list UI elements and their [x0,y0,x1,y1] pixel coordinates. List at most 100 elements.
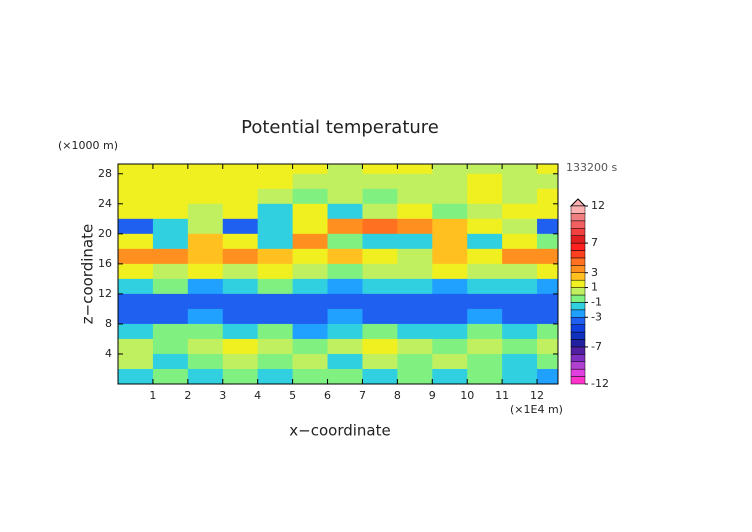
cell [362,368,398,384]
cell [362,188,398,205]
cell [327,368,363,384]
cell [222,293,259,310]
cell [432,248,468,265]
cell [362,164,398,175]
x-tick-label: 12 [530,389,544,402]
cell [397,233,433,250]
cell [118,173,154,190]
cell [292,323,329,340]
cell [292,308,329,325]
cell [187,188,224,205]
cell [222,173,259,190]
cell [152,218,189,235]
cell [467,338,503,355]
colorbar-band [570,331,586,340]
cell [222,368,259,384]
cell [537,278,558,295]
time-label: 133200 s [566,161,617,174]
x-tick-label: 10 [460,389,474,402]
colorbar-band [570,324,586,333]
cell [118,338,154,355]
cell [257,218,294,235]
cell [502,368,538,384]
cell [118,323,154,340]
cell [362,218,398,235]
colorbar-tick-label: -1 [591,295,602,308]
colorbar-band [570,272,586,281]
cell [327,323,363,340]
y-tick-label: 24 [98,197,112,210]
cell [257,293,294,310]
cell [187,203,224,220]
cell [502,188,538,205]
cell [118,188,154,205]
cell [467,164,503,175]
cell [222,353,259,370]
cell [537,263,558,280]
cell [537,188,558,205]
cell [152,368,189,384]
cell [467,233,503,250]
cell [502,248,538,265]
cell [502,164,538,175]
cell [502,338,538,355]
cell [292,173,329,190]
colorbar-extend [569,198,587,207]
cell [537,368,558,384]
cell [397,338,433,355]
cell [152,164,189,175]
x-tick-label: 3 [219,389,226,402]
cell [537,308,558,325]
cell [152,233,189,250]
colorbar-band [570,354,586,363]
colorbar-band [570,294,586,303]
cell [467,218,503,235]
cell [327,353,363,370]
cell [432,353,468,370]
colorbar-band [570,250,586,259]
cell [467,263,503,280]
colorbar-band [570,339,586,348]
x-tick-label: 8 [394,389,401,402]
cell [327,263,363,280]
cell [397,218,433,235]
cell [397,368,433,384]
cell [362,323,398,340]
cell [187,308,224,325]
y-tick-label: 20 [98,227,112,240]
x-tick-label: 1 [149,389,156,402]
cell [257,368,294,384]
cell [537,338,558,355]
plot-frame [117,163,559,385]
y-tick-label: 28 [98,167,112,180]
cell [432,218,468,235]
cell [502,278,538,295]
cell [152,188,189,205]
cell [152,293,189,310]
cell [327,218,363,235]
x-unit: (×1E4 m) [510,403,563,416]
cell [118,164,154,175]
cell [187,293,224,310]
chart-title: Potential temperature [241,117,439,138]
cell [152,278,189,295]
cell [118,353,154,370]
cell [118,308,154,325]
cell [292,188,329,205]
cell [187,164,224,175]
cell [222,308,259,325]
cell [502,233,538,250]
cell [327,293,363,310]
cell [362,278,398,295]
cell [118,263,154,280]
x-tick-label: 2 [184,389,191,402]
cell [467,188,503,205]
cell [327,278,363,295]
cell [467,173,503,190]
cell [502,263,538,280]
cell [362,338,398,355]
colorbar-tick-label: -3 [591,310,602,323]
cell [152,353,189,370]
cell [187,263,224,280]
cell [257,308,294,325]
